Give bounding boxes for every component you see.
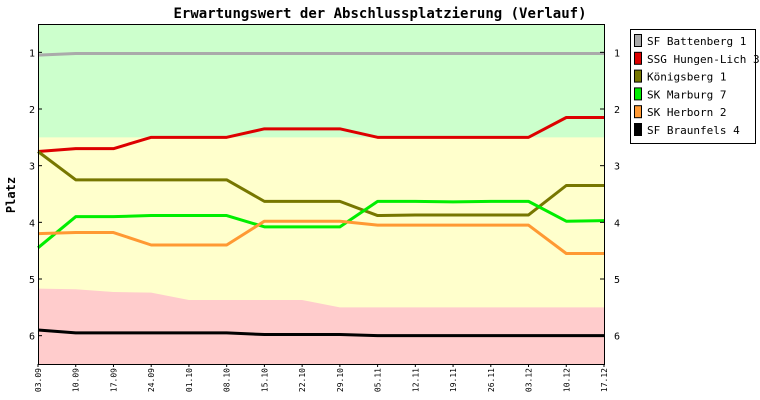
x-tick-label: 10.12 [562, 368, 571, 392]
legend-swatch [634, 123, 642, 136]
legend-label: SF Braunfels 4 [647, 124, 740, 137]
x-tick-label: 15.10 [260, 368, 269, 392]
legend-label: SK Marburg 7 [647, 88, 726, 101]
plot-frame [38, 24, 605, 365]
y-tick-label: 1 [29, 48, 35, 59]
zone-green [38, 24, 604, 138]
legend-swatch [634, 51, 642, 65]
series-line-6 [37, 328, 604, 338]
y-tick-label: 3 [29, 162, 35, 173]
x-tick-label: 03.09 [34, 368, 43, 392]
y-tick-label-right: 2 [614, 105, 620, 116]
x-tick-label: 12.11 [411, 368, 420, 392]
y-tick-label-right: 1 [614, 48, 620, 59]
y-axis-label: Platz [4, 177, 18, 213]
zone-red [38, 288, 604, 364]
x-tick-label: 29.10 [336, 368, 345, 392]
y-tick-label-right: 4 [614, 218, 620, 229]
legend-label: SF Battenberg 1 [647, 35, 746, 48]
x-tick-label: 22.10 [298, 368, 307, 392]
x-tick-label: 01.10 [185, 368, 194, 392]
y-tick-label-right: 6 [614, 332, 620, 343]
chart-title: Erwartungswert der Abschlussplatzierung … [173, 6, 586, 22]
x-tick-label: 05.11 [374, 368, 383, 392]
x-tick-label: 24.09 [147, 368, 156, 392]
legend-swatch [634, 87, 642, 101]
x-tick-label: 08.10 [223, 368, 232, 392]
series-lines [37, 51, 605, 338]
legend-box [630, 29, 756, 144]
x-tick-label: 26.11 [487, 368, 496, 392]
y-tick-label-right: 5 [614, 275, 620, 286]
y-tick-label: 5 [29, 275, 35, 286]
series-line-5 [37, 219, 604, 255]
legend-swatch [634, 69, 642, 83]
zones [38, 24, 604, 364]
x-tick-label: 03.12 [525, 368, 534, 392]
y-tick-label: 2 [29, 105, 35, 116]
y-tick-label-right: 3 [614, 162, 620, 173]
legend: SF Battenberg 1 SSG Hungen-Lich 3 Königsbe… [630, 29, 760, 144]
series-line-2 [37, 116, 604, 153]
legend-label: SSG Hungen-Lich 3 [647, 53, 760, 66]
legend-label: Königsberg 1 [647, 71, 726, 84]
legend-swatch [634, 34, 642, 47]
x-tick-label: 17.12 [600, 368, 609, 392]
y-axis: 1 1 2 2 3 3 4 4 5 5 6 6 [29, 48, 620, 342]
y-tick-label: 4 [29, 218, 35, 229]
legend-label: SK Herborn 2 [647, 106, 726, 119]
x-tick-label: 19.11 [449, 368, 458, 392]
x-axis: 03.09 10.09 17.09 24.09 01.10 08.10 15.10 22.10… [34, 364, 609, 392]
x-tick-label: 10.09 [72, 368, 81, 392]
y-tick-label: 6 [29, 332, 35, 343]
series-line-1 [37, 51, 604, 57]
legend-swatch [634, 105, 642, 119]
x-tick-label: 17.09 [109, 368, 118, 392]
series-line-4 [37, 199, 605, 249]
series-line-3 [37, 150, 604, 218]
